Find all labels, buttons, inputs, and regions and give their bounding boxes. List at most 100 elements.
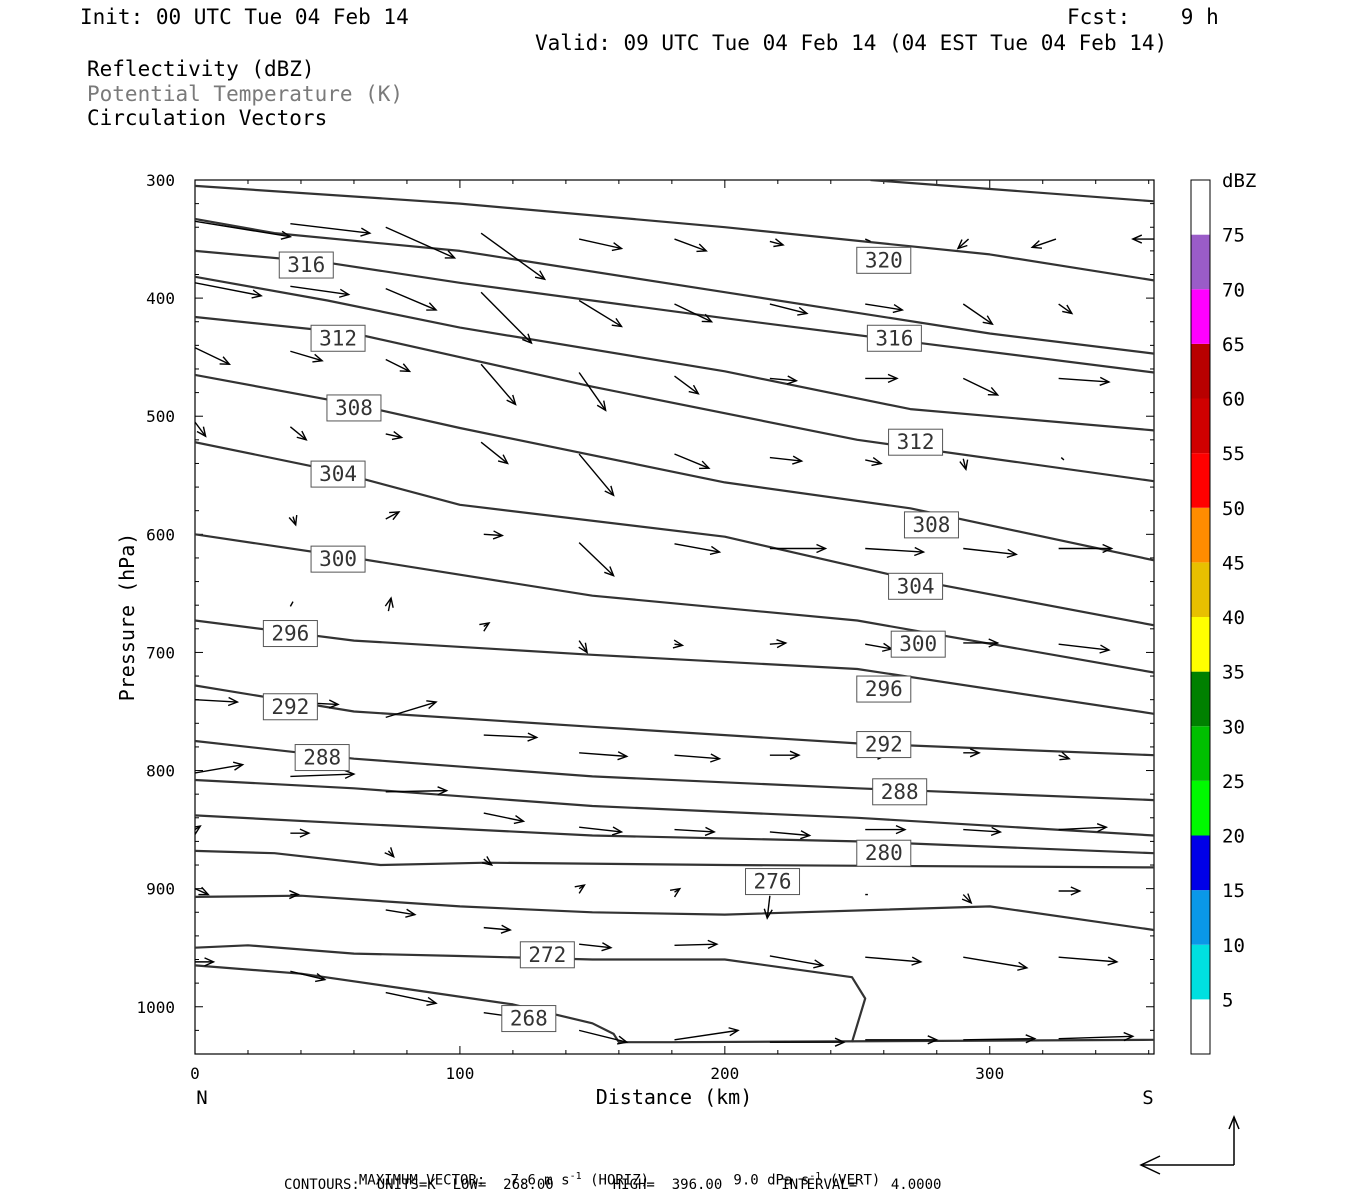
- circulation-vector: [674, 375, 700, 395]
- contour-label: 300: [890, 630, 946, 658]
- max-horiz-value: 7.6 m s: [510, 1172, 570, 1189]
- contour-label: 272: [519, 941, 575, 969]
- contour-label: 312: [310, 324, 366, 352]
- y-tick-label: 400: [146, 289, 175, 308]
- circulation-vector: [578, 453, 615, 497]
- circulation-vector: [769, 238, 785, 248]
- colorbar-swatch: [1191, 999, 1210, 1054]
- colorbar-level-label: 15: [1222, 880, 1245, 902]
- reference-vector-icon: [1139, 1115, 1240, 1175]
- y-tick-label: 1000: [136, 998, 175, 1017]
- max-vector-info: MAXIMUM VECTOR: 7.6 m s-1 (HORIZ) 9.0 dP…: [342, 1158, 880, 1188]
- max-horiz-exponent: -1: [569, 1171, 582, 1182]
- svg-text:280: 280: [865, 841, 903, 865]
- colorbar-level-label: 50: [1222, 498, 1245, 520]
- colorbar-level-label: 45: [1222, 552, 1245, 574]
- circulation-vector: [1058, 751, 1071, 761]
- svg-text:272: 272: [528, 943, 566, 967]
- contour-label: 296: [262, 620, 318, 648]
- colorbar-swatch: [1191, 234, 1210, 290]
- x-axis-label: Distance (km): [596, 1085, 753, 1109]
- x-end-label-south: S: [1142, 1087, 1153, 1109]
- theta-contour-316: [195, 217, 1154, 355]
- circulation-vector: [865, 373, 899, 384]
- circulation-vector: [769, 639, 788, 649]
- circulation-vector: [195, 886, 210, 896]
- max-vert-value: 9.0 dPa s: [733, 1172, 810, 1189]
- circulation-vector: [483, 924, 512, 934]
- svg-text:288: 288: [303, 746, 341, 770]
- forecast-hour: Fcst: 9 h: [1067, 5, 1219, 29]
- circulation-vector: [483, 812, 526, 825]
- theta-contour-272: [195, 814, 1154, 855]
- circulation-vector: [195, 825, 202, 835]
- circulation-vector: [578, 640, 589, 654]
- colorbar-level-label: 40: [1222, 607, 1245, 629]
- x-tick-label: 200: [710, 1064, 739, 1083]
- circulation-vector: [290, 769, 356, 780]
- contour-label: 268: [501, 1005, 557, 1033]
- circulation-vector: [1058, 886, 1082, 896]
- circulation-vector: [956, 238, 970, 250]
- circulation-vector: [865, 956, 923, 966]
- contour-label: 316: [278, 251, 334, 279]
- circulation-vector: [290, 223, 372, 237]
- circulation-vector: [674, 1027, 740, 1041]
- colorbar-level-label: 5: [1222, 989, 1233, 1011]
- circulation-vector: [195, 761, 245, 774]
- colorbar-swatch: [1191, 944, 1210, 1000]
- colorbar-level-label: 25: [1222, 771, 1245, 793]
- svg-text:276: 276: [754, 870, 792, 894]
- circulation-vector: [579, 826, 624, 836]
- contour-label: 308: [326, 394, 382, 422]
- circulation-vector: [961, 893, 973, 905]
- svg-text:316: 316: [875, 326, 913, 350]
- x-tick-label: 100: [445, 1064, 474, 1083]
- colorbar-frame: [1190, 179, 1211, 1055]
- x-tick-label: 0: [190, 1064, 200, 1083]
- colorbar-swatch: [1191, 617, 1210, 672]
- circulation-vector: [963, 1034, 1037, 1044]
- theta-contour-308: [195, 275, 1154, 432]
- y-tick-label: 600: [146, 525, 175, 544]
- circulation-vector: [674, 303, 714, 323]
- circulation-vector: [385, 226, 457, 259]
- theta-contour-268: [195, 849, 1154, 869]
- theta-contour-256: [195, 964, 1154, 1044]
- circulation-vector: [769, 955, 825, 969]
- circulation-vector: [959, 458, 969, 472]
- circulation-vector: [574, 884, 586, 894]
- svg-text:312: 312: [319, 326, 357, 350]
- circulation-vector: [1058, 376, 1111, 386]
- theta-contour-276: [195, 778, 1154, 837]
- circulation-vector: [385, 908, 417, 918]
- colorbar-swatch: [1191, 780, 1210, 836]
- circulation-vector: [195, 696, 240, 707]
- circulation-vector: [579, 751, 629, 761]
- circulation-vector: [483, 530, 505, 540]
- valid-time: Valid: 09 UTC Tue 04 Feb 14 (04 EST Tue …: [535, 31, 1168, 55]
- svg-text:316: 316: [287, 253, 325, 277]
- colorbar-swatch: [1191, 562, 1210, 617]
- circulation-vector: [1058, 1031, 1135, 1042]
- circulation-vector: [769, 750, 801, 760]
- circulation-vector: [963, 547, 1018, 559]
- circulation-vector: [1058, 303, 1074, 315]
- y-tick-label: 900: [146, 880, 175, 899]
- circulation-vector: [195, 347, 231, 365]
- field-reflectivity: Reflectivity (dBZ): [87, 57, 315, 81]
- circulation-vector: [385, 511, 401, 521]
- circulation-vector: [289, 889, 301, 900]
- y-tick-label: 500: [146, 407, 175, 426]
- circulation-vector: [480, 232, 547, 281]
- colorbar-swatch: [1191, 507, 1210, 563]
- x-end-label-north: N: [196, 1087, 207, 1109]
- svg-text:300: 300: [319, 547, 357, 571]
- svg-text:300: 300: [899, 632, 937, 656]
- circulation-vector: [865, 824, 907, 835]
- circulation-vector: [1058, 543, 1114, 554]
- circulation-vector: [195, 421, 207, 438]
- contour-label: 292: [262, 693, 318, 721]
- circulation-vector: [963, 748, 981, 758]
